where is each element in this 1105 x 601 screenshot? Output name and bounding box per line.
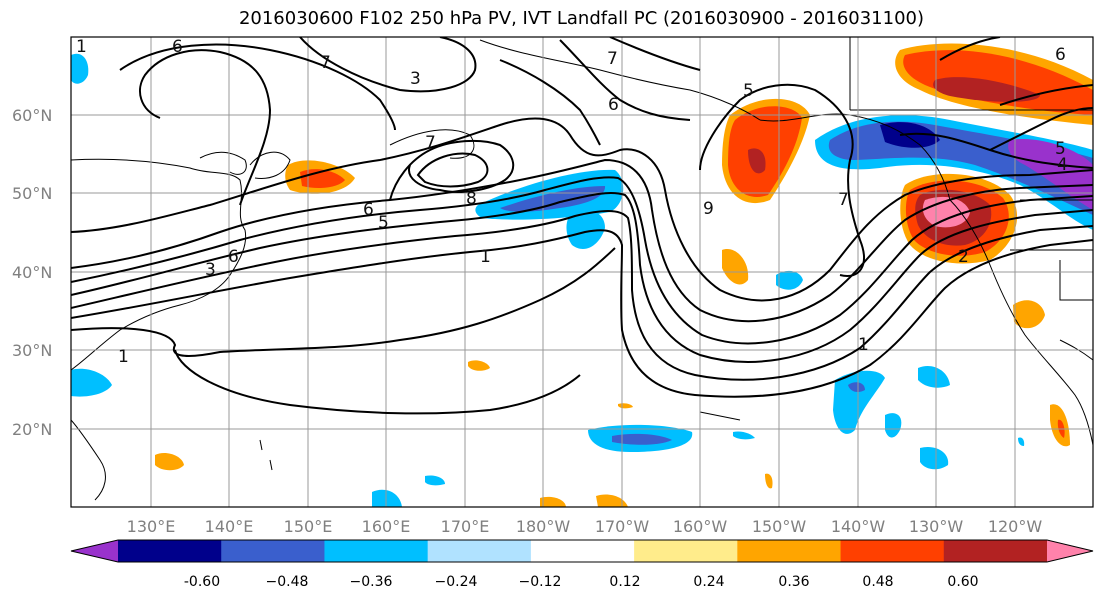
contour-label: 3 (410, 69, 421, 89)
colorbar-tick-label: 0.24 (693, 574, 724, 590)
colorbar-tick-label: 0.12 (609, 574, 640, 590)
colorbar-tick-labels: -0.60 −0.48 −0.36 −0.24 −0.12 0.12 0.24 … (184, 574, 979, 590)
colorbar-segment (530, 540, 635, 562)
contour-label: 4 (1057, 155, 1068, 175)
colorbar-tick-label: −0.48 (266, 574, 309, 590)
latitude-labels: 60°N 50°N 40°N 30°N 20°N (12, 106, 52, 439)
colorbar-segment (324, 540, 429, 562)
colorbar-tick-label: −0.24 (435, 574, 478, 590)
contour-label: 7 (320, 53, 331, 73)
colorbar-segment (840, 540, 945, 562)
contour-label: 6 (1055, 45, 1066, 65)
lon-label: 150°W (752, 517, 807, 536)
contour-label: 6 (172, 37, 183, 57)
contour-label: 3 (205, 260, 216, 280)
gridlines (71, 37, 1093, 507)
contour-label: 7 (607, 49, 618, 69)
contour-label: 7 (838, 190, 849, 210)
lon-label: 130°E (127, 517, 176, 536)
colorbar-tick-label: 0.48 (862, 574, 893, 590)
contour-label: 6 (228, 247, 239, 267)
contour-label: 5 (378, 213, 389, 233)
lat-label: 60°N (12, 106, 52, 125)
contour-label: 1 (118, 347, 129, 367)
lon-label: 140°E (205, 517, 254, 536)
contour-label: 1 (76, 37, 87, 57)
contour-label: 1 (480, 247, 491, 267)
colorbar-segment (118, 540, 222, 562)
colorbar-tick-label: 0.60 (947, 574, 978, 590)
lat-label: 20°N (12, 420, 52, 439)
colorbar-segment (943, 540, 1048, 562)
colorbar-tick-label: −0.12 (519, 574, 562, 590)
contour-labels: 6 7 3 7 6 5 7 8 6 5 3 1 1 9 7 5 4 1 2 1 … (76, 37, 1068, 367)
pv-contours (71, 37, 1093, 415)
coastlines (71, 37, 1093, 501)
colorbar-tick-label: -0.60 (184, 574, 220, 590)
contour-label: 5 (743, 81, 754, 101)
lon-label: 170°E (441, 517, 490, 536)
colorbar-segment (71, 540, 118, 562)
lon-label: 170°W (595, 517, 650, 536)
colorbar-outline (70, 539, 1094, 563)
contour-label: 2 (958, 247, 969, 267)
colorbar-segment (221, 540, 325, 562)
colorbar-segment (634, 540, 738, 562)
contour-label: 5 (1055, 139, 1066, 159)
lon-label: 140°W (831, 517, 886, 536)
colorbar-segment (427, 540, 532, 562)
colorbar (70, 539, 1094, 563)
anomaly-fill (71, 43, 1093, 507)
colorbar-segment (737, 540, 842, 562)
lat-label: 50°N (12, 184, 52, 203)
lat-label: 40°N (12, 263, 52, 282)
lon-label: 120°W (988, 517, 1043, 536)
colorbar-segment (1047, 540, 1093, 562)
contour-label: 8 (466, 189, 477, 209)
lon-label: 180°W (516, 517, 571, 536)
contour-label: 9 (703, 199, 714, 219)
longitude-labels: 130°E 140°E 150°E 160°E 170°E 180°W 170°… (127, 517, 1043, 536)
map-border (70, 36, 1094, 508)
lon-label: 160°W (673, 517, 728, 536)
contour-label: 1 (858, 335, 869, 355)
colorbar-tick-label: −0.36 (350, 574, 393, 590)
lon-label: 130°W (909, 517, 964, 536)
lat-label: 30°N (12, 341, 52, 360)
lon-label: 150°E (284, 517, 333, 536)
colorbar-tick-label: 0.36 (778, 574, 809, 590)
lon-label: 160°E (362, 517, 411, 536)
contour-label: 6 (363, 200, 374, 220)
contour-label: 6 (608, 95, 619, 115)
map-title: 2016030600 F102 250 hPa PV, IVT Landfall… (238, 8, 925, 29)
contour-label: 7 (425, 133, 436, 153)
